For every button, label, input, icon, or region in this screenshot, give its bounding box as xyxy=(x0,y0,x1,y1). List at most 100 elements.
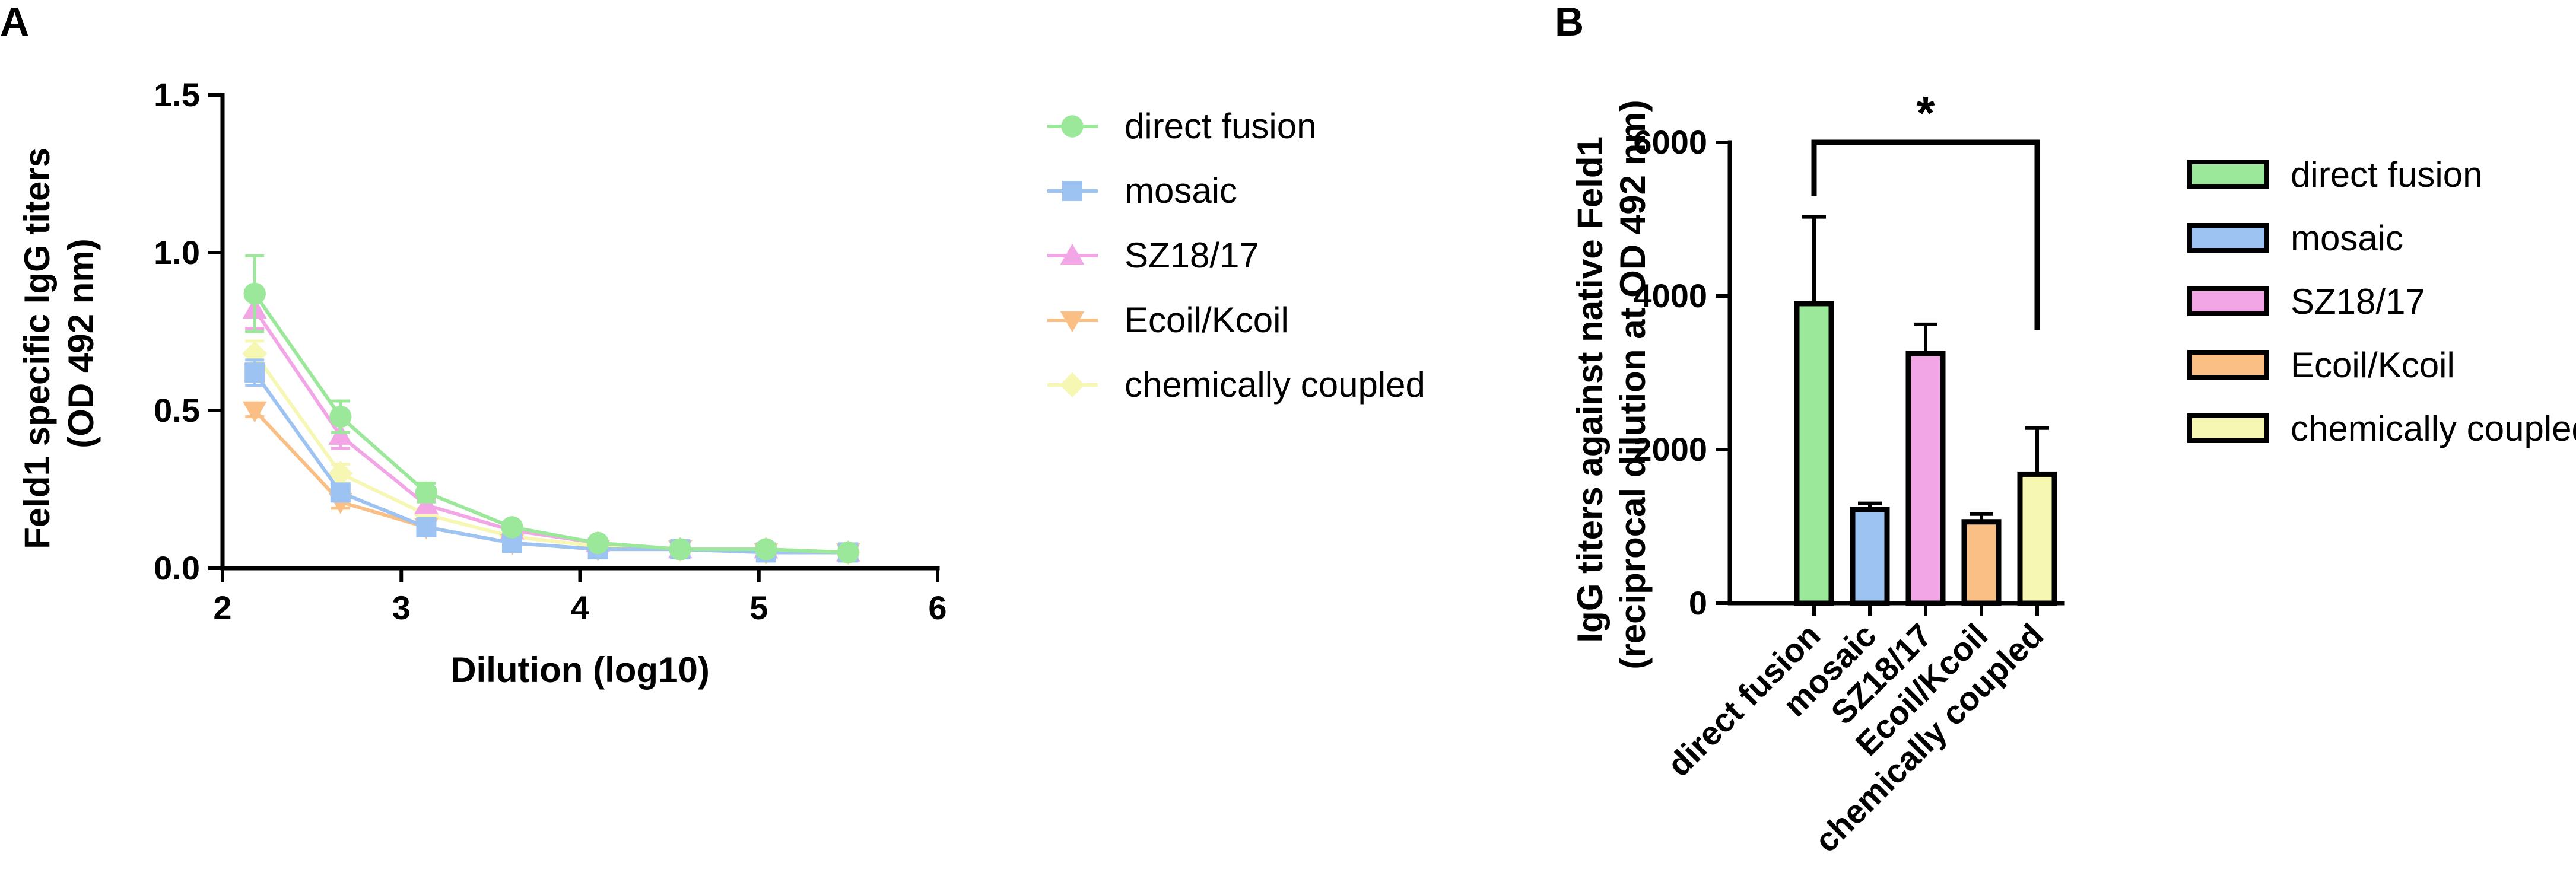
bar xyxy=(2017,471,2057,606)
bar xyxy=(1794,301,1834,606)
y-tick-label: 0 xyxy=(1689,584,1707,622)
legend-label: SZ18/17 xyxy=(1125,235,1259,275)
data-point xyxy=(755,538,777,560)
legend-entry-mosaic: mosaic xyxy=(2187,218,2403,258)
panel-label-b: B xyxy=(1555,0,1584,44)
legend-entry-chemically-coupled: chemically coupled xyxy=(2187,409,2576,448)
bar xyxy=(1850,507,1890,606)
data-point xyxy=(329,405,352,428)
line-chart-y-axis-title: Feld1 specific IgG titers (OD 492 nm) xyxy=(17,138,101,549)
legend-swatch xyxy=(2187,223,2269,253)
bar-group-mosaic xyxy=(1850,501,1890,606)
legend-label: chemically coupled xyxy=(2291,409,2576,448)
line-chart-x-ticks: 2 3 4 5 6 xyxy=(213,568,947,626)
line-chart-series xyxy=(242,254,861,565)
data-point xyxy=(242,341,268,367)
legend-marker xyxy=(1060,311,1085,333)
legend-marker xyxy=(1061,115,1084,138)
bar-chart-y-axis-title-line-2: (reciprocal dilution at OD 492 nm) xyxy=(1613,100,1653,669)
panel-label-a: A xyxy=(0,0,29,44)
legend-entry-sz18-17: SZ18/17 xyxy=(1047,235,1259,275)
legend-label: direct fusion xyxy=(1125,106,1317,146)
data-point xyxy=(330,482,351,503)
legend-label: SZ18/17 xyxy=(2291,282,2425,321)
legend-entry-direct-fusion: direct fusion xyxy=(1047,106,1317,146)
legend-entry-chemically-coupled: chemically coupled xyxy=(1047,365,1425,405)
bar-chart-b: 0 2000 4000 6000 direct fusion mosaic SZ18/17… xyxy=(1570,87,2576,859)
data-point xyxy=(586,531,609,555)
y-tick-label: 1.5 xyxy=(154,76,200,113)
bar-chart-category-labels: direct fusionmosaicSZ18/17Ecoil/Kcoilche… xyxy=(1660,603,2050,859)
legend-marker xyxy=(1062,181,1082,201)
data-point xyxy=(416,517,437,537)
legend-label: chemically coupled xyxy=(1125,365,1425,405)
series-mosaic xyxy=(244,358,859,563)
bar xyxy=(1961,519,2002,606)
x-tick-label: 2 xyxy=(213,589,231,626)
series-line xyxy=(253,371,849,555)
bar xyxy=(1905,351,1946,606)
bar-chart-y-axis-title-line-1: IgG titers against native Feld1 xyxy=(1570,136,1610,643)
legend-entry-ecoil-kcoil: Ecoil/Kcoil xyxy=(1047,300,1289,340)
legend-label: mosaic xyxy=(1125,171,1237,211)
legend-label: direct fusion xyxy=(2291,155,2483,195)
y-tick-label: 0.5 xyxy=(154,391,200,429)
data-point xyxy=(328,461,353,486)
data-point xyxy=(242,401,267,423)
line-chart-a: 0.0 0.5 1.0 1.5 2 3 4 5 6 Dilution (log10) Feld… xyxy=(17,76,1425,690)
bar-group-sz18-17 xyxy=(1905,322,1946,606)
line-chart-y-axis-title-line-2: (OD 492 nm) xyxy=(61,238,101,448)
y-tick-label: 2000 xyxy=(1633,431,1707,468)
legend-swatch xyxy=(2187,350,2269,380)
data-point xyxy=(414,493,439,514)
line-chart-axes xyxy=(220,93,940,571)
x-tick-label: 3 xyxy=(392,589,411,626)
legend-label: Ecoil/Kcoil xyxy=(1125,300,1289,340)
legend-swatch xyxy=(2187,160,2269,189)
line-chart-legend: direct fusion mosaic SZ18/17 Ecoil/Kcoil che… xyxy=(1047,106,1425,405)
series-line xyxy=(253,292,849,555)
legend-entry-sz18-17: SZ18/17 xyxy=(2187,282,2425,321)
bar-chart-y-ticks: 0 2000 4000 6000 xyxy=(1633,123,1730,622)
line-chart-y-ticks: 0.0 0.5 1.0 1.5 xyxy=(154,76,223,587)
bar-chart-bars xyxy=(1794,215,2057,606)
series-direct-fusion xyxy=(243,254,860,564)
data-point xyxy=(244,362,265,383)
y-tick-label: 4000 xyxy=(1633,277,1707,314)
series-chemically-coupled xyxy=(242,339,861,565)
bar-group-direct-fusion xyxy=(1794,215,1834,606)
line-chart-y-axis-title-line-1: Feld1 specific IgG titers xyxy=(17,148,57,549)
data-point xyxy=(837,541,860,564)
data-point xyxy=(501,516,523,539)
x-tick-label: 5 xyxy=(749,589,768,626)
x-tick-label: 6 xyxy=(928,589,946,626)
bar-chart-y-axis-title: IgG titers against native Feld1 (recipro… xyxy=(1570,100,1653,669)
legend-swatch xyxy=(2187,286,2269,316)
legend-entry-ecoil-kcoil: Ecoil/Kcoil xyxy=(2187,345,2455,385)
significance-star: * xyxy=(1916,87,1935,139)
y-tick-label: 6000 xyxy=(1633,123,1707,161)
legend-label: Ecoil/Kcoil xyxy=(2291,345,2455,385)
legend-entry-mosaic: mosaic xyxy=(1047,171,1237,211)
legend-entry-direct-fusion: direct fusion xyxy=(2187,155,2483,195)
data-point xyxy=(415,481,438,504)
data-point xyxy=(669,538,691,560)
bar-group-ecoil-kcoil xyxy=(1961,512,2002,606)
bar-chart-legend: direct fusion mosaic SZ18/17 Ecoil/Kcoil che… xyxy=(2187,155,2576,448)
series-line xyxy=(253,352,849,555)
legend-label: mosaic xyxy=(2291,218,2403,258)
bar-group-chemically-coupled xyxy=(2017,426,2057,606)
y-tick-label: 0.0 xyxy=(154,549,200,587)
x-tick-label: 4 xyxy=(571,589,589,626)
data-point xyxy=(243,282,266,305)
significance-line xyxy=(1811,139,2040,330)
legend-marker xyxy=(1060,243,1085,265)
legend-marker xyxy=(1059,372,1085,398)
line-chart-x-axis-title: Dilution (log10) xyxy=(450,650,710,690)
legend-swatch xyxy=(2187,413,2269,443)
significance-bracket: * xyxy=(1811,87,2040,330)
data-point xyxy=(328,423,353,445)
y-tick-label: 1.0 xyxy=(154,234,200,271)
bar-chart-axes xyxy=(1727,140,2065,606)
